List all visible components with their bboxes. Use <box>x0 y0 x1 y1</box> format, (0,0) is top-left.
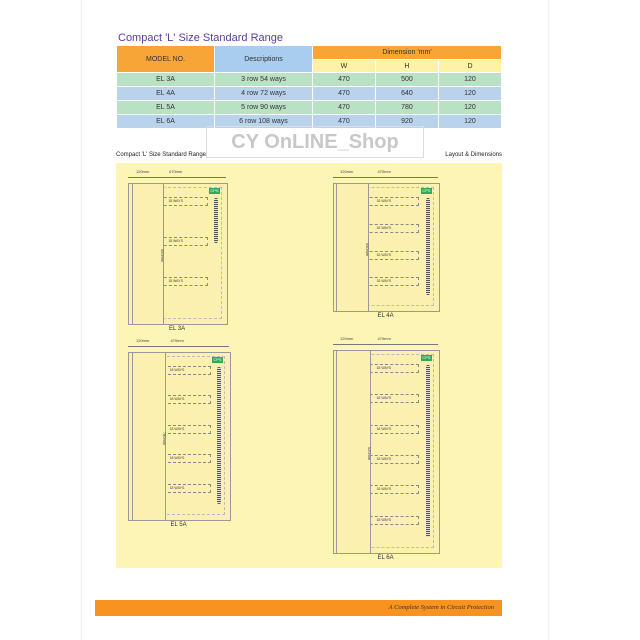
busbar-right <box>426 198 430 295</box>
panel-side <box>132 183 164 325</box>
table-cell: EL 6A <box>116 114 215 129</box>
logo-badge: CPS <box>421 355 432 361</box>
table-cell: 470 <box>312 114 376 129</box>
table-row: EL 4A 4 row 72 ways 470 640 120 <box>116 86 503 101</box>
table-cell: 120 <box>437 114 503 129</box>
table-cell: 470 <box>312 100 376 115</box>
header-descriptions: Descriptions <box>214 45 313 73</box>
table-cell: 120 <box>437 86 503 101</box>
width-dimension-line <box>128 346 229 347</box>
table-cell: EL 3A <box>116 72 215 87</box>
footer-bar: A Complete System in Circuit Protection <box>95 600 502 616</box>
panel-model-label: EL 4A <box>377 313 394 319</box>
depth-dimension: 120mm <box>340 169 354 174</box>
header-model: MODEL NO. <box>116 45 215 73</box>
busbar-right <box>214 198 218 243</box>
depth-dimension: 120mm <box>340 336 354 341</box>
table-cell: 5 row 90 ways <box>214 100 313 115</box>
panel-model-label: EL 6A <box>377 555 394 561</box>
logo-badge: CPS <box>212 357 223 363</box>
height-dimension: 640mm <box>365 242 371 256</box>
width-dimension-line <box>333 344 438 345</box>
panel-model-label: EL 5A <box>170 522 187 528</box>
height-dimension: 780mm <box>162 431 168 445</box>
height-dimension: 500mm <box>160 248 166 263</box>
table-cell: 470 <box>312 86 376 101</box>
header-dimension: Dimension 'mm' <box>312 45 502 60</box>
panel-model-label: EL 3A <box>169 326 186 332</box>
table-cell: 3 row 54 ways <box>214 72 313 87</box>
width-dimension: 470mm <box>377 169 391 174</box>
table-cell: 4 row 72 ways <box>214 86 313 101</box>
width-dimension-line <box>128 177 226 178</box>
width-dimension: 470mm <box>169 169 183 174</box>
footer-tagline: A Complete System in Circuit Protection <box>388 604 494 611</box>
table-cell: 470 <box>312 72 376 87</box>
width-dimension-line <box>333 177 438 178</box>
table-cell: EL 4A <box>116 86 215 101</box>
table-cell: 6 row 108 ways <box>214 114 313 129</box>
panel-side <box>336 350 371 554</box>
table-cell: 500 <box>374 72 439 87</box>
drawings-area: 470mm CPS 18 WAYS 18 WAYS 18 WAYS 120mm 500mm E… <box>116 163 502 568</box>
table-row: EL 3A 3 row 54 ways 470 500 120 <box>116 72 503 87</box>
watermark: CY OnLINE_Shop <box>206 126 424 158</box>
page-title: Compact 'L' Size Standard Range <box>118 32 284 44</box>
table-row: EL 6A 6 row 108 ways 470 920 120 <box>116 114 503 129</box>
depth-dimension: 120mm <box>136 169 150 174</box>
header-d: D <box>437 59 503 73</box>
header-w: W <box>312 59 376 73</box>
table-row: EL 5A 5 row 90 ways 470 780 120 <box>116 100 503 115</box>
section-title: Compact 'L' Size Standard Range <box>116 152 207 158</box>
busbar-right <box>426 365 430 537</box>
table-cell: EL 5A <box>116 100 215 115</box>
depth-dimension: 120mm <box>136 338 150 343</box>
logo-badge: CPS <box>209 188 220 194</box>
table-cell: 120 <box>437 72 503 87</box>
table-cell: 640 <box>374 86 439 101</box>
width-dimension: 470mm <box>377 336 391 341</box>
panel-side <box>336 183 369 312</box>
height-dimension: 920mm <box>367 446 373 461</box>
panel-side <box>132 352 166 521</box>
section-subtitle: Layout & Dimensions <box>445 152 502 158</box>
logo-badge: CPS <box>421 188 432 194</box>
header-h: H <box>374 59 439 73</box>
busbar-right <box>217 367 221 504</box>
table-cell: 120 <box>437 100 503 115</box>
width-dimension: 470mm <box>170 338 184 343</box>
table-cell: 780 <box>374 100 439 115</box>
